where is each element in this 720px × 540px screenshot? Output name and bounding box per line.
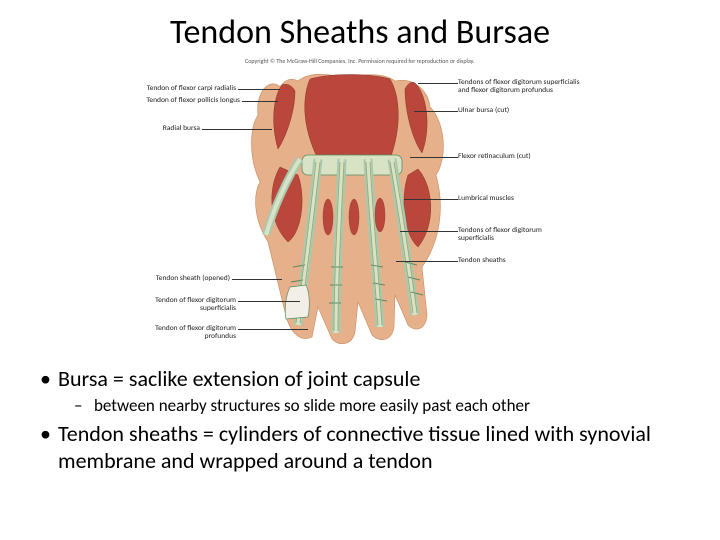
figure-container: Copyright © The McGraw-Hill Companies, I…: [38, 57, 682, 357]
leader-line: [410, 157, 458, 158]
leader-line: [400, 231, 458, 232]
leader-line: [418, 83, 458, 84]
opened-sheath: [285, 285, 309, 319]
figure-label-right: Lumbrical muscles: [458, 195, 538, 203]
hand-svg: [240, 67, 470, 347]
figure-label-left: Tendon of flexor carpi radialis: [140, 85, 236, 93]
figure-label-right: Tendon sheaths: [458, 257, 538, 265]
figure-label-left: Tendon of flexor digitorum superficialis: [140, 297, 236, 314]
figure-label-right: Flexor retinaculum (cut): [458, 153, 558, 161]
muscle-central: [305, 75, 399, 160]
leader-line: [238, 89, 280, 90]
leader-line: [404, 199, 458, 200]
leader-line: [232, 279, 282, 280]
bullet-level-2: between nearby structures so slide more …: [38, 395, 682, 416]
hand-anatomy-figure: Copyright © The McGraw-Hill Companies, I…: [140, 57, 580, 352]
leader-line: [242, 101, 278, 102]
bullet-level-1: Tendon sheaths = cylinders of connective…: [38, 420, 682, 475]
bullet-level-1: Bursa = saclike extension of joint capsu…: [38, 365, 682, 393]
figure-label-right: Ulnar bursa (cut): [458, 107, 538, 115]
figure-label-left: Tendon of flexor digitorum profundus: [140, 325, 236, 342]
figure-label-left: Radial bursa: [140, 125, 200, 133]
figure-label-right: Tendons of flexor digitorum superficiali…: [458, 227, 563, 244]
figure-label-left: Tendon of flexor pollicis longus: [140, 97, 240, 105]
leader-line: [396, 261, 458, 262]
copyright-text: Copyright © The McGraw-Hill Companies, I…: [245, 57, 474, 65]
leader-line: [414, 111, 458, 112]
bullet-list: Bursa = saclike extension of joint capsu…: [38, 365, 682, 477]
leader-line: [238, 329, 308, 330]
figure-label-left: Tendon sheath (opened): [140, 275, 230, 283]
leader-line: [238, 301, 300, 302]
figure-label-right: Tendons of flexor digitorum superficiali…: [458, 79, 580, 96]
leader-line: [202, 129, 272, 130]
page-title: Tendon Sheaths and Bursae: [38, 12, 682, 53]
